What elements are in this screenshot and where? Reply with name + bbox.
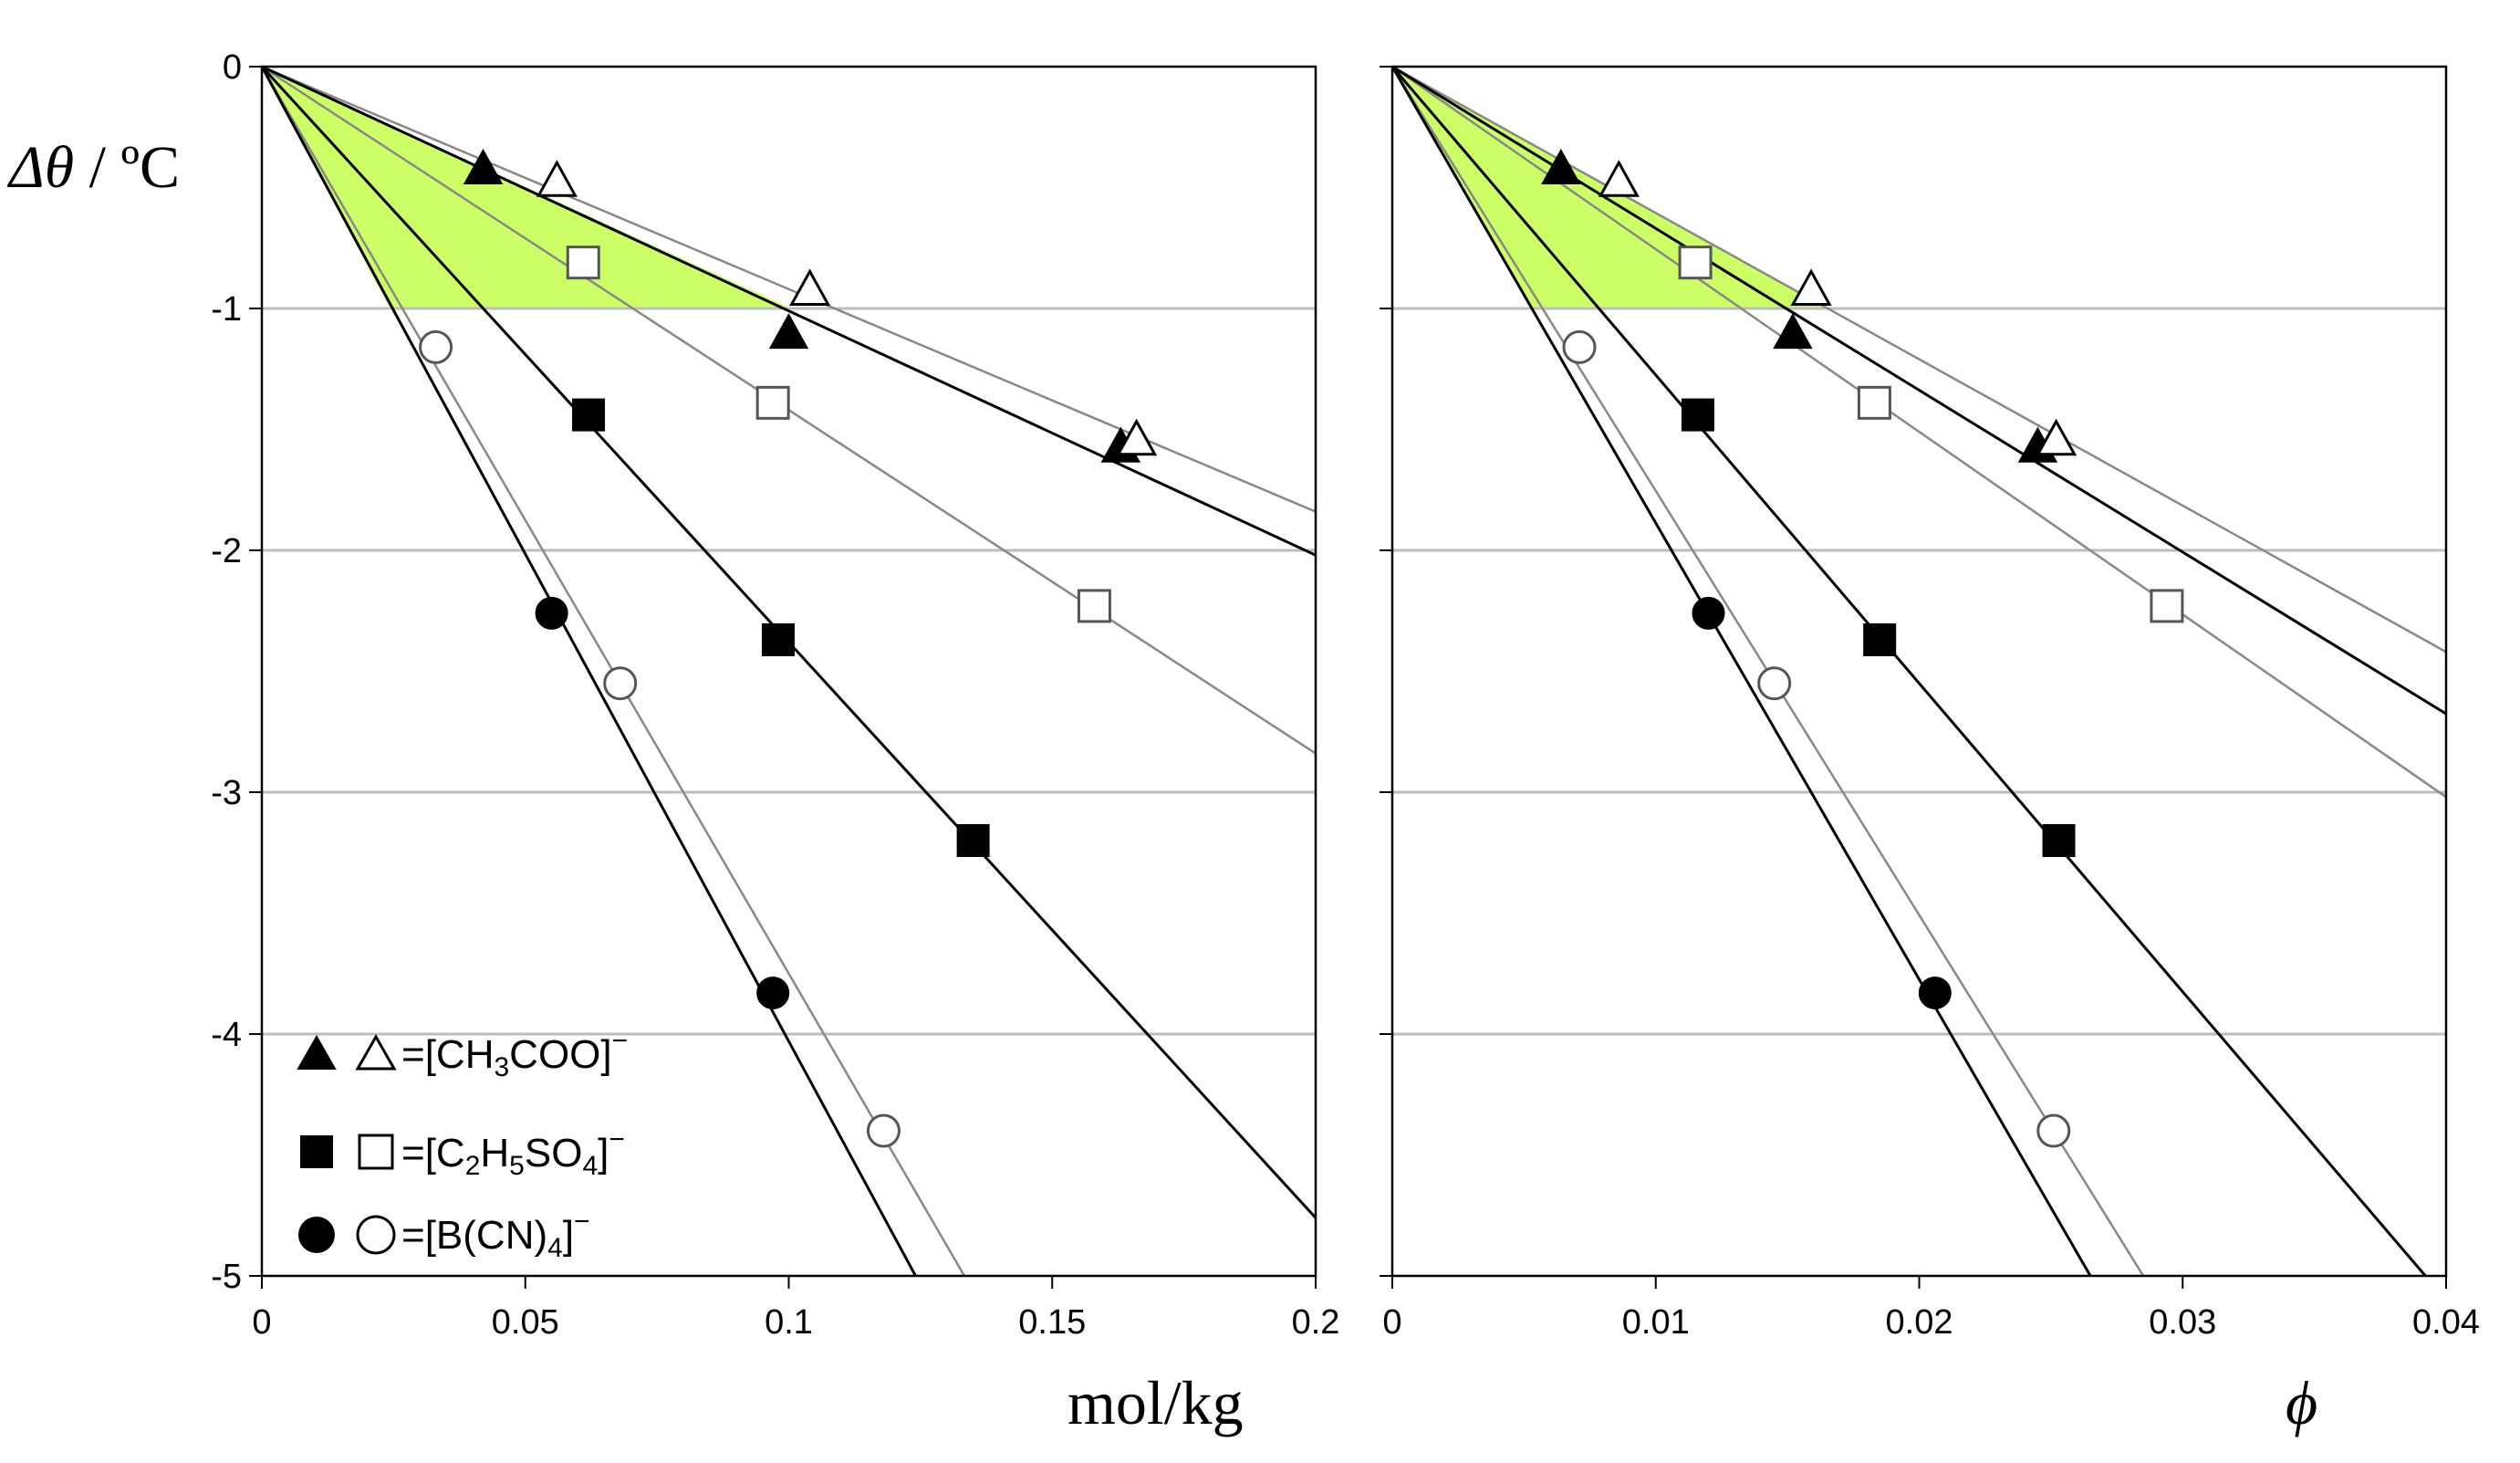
legend-open-square-icon [358,1134,394,1170]
legend-filled-circle-icon [298,1217,335,1253]
x-tick-label-right-0: 0 [1382,1303,1401,1342]
y-tick-label-5: -5 [211,1258,242,1296]
plot-frame-left [260,65,1317,1278]
point-right-circle-open-2 [2036,1113,2071,1148]
x-axis-label-left: mol/kg [1067,1368,1244,1437]
point-left-square-open-0 [566,246,600,280]
point-right-square-filled-2 [2042,824,2076,857]
x-tick-label-left-0: 0 [252,1303,271,1342]
point-left-circle-filled-1 [756,976,790,1009]
y-axis-symbol: Δθ [6,134,74,201]
x-tick-label-left-2: 0.1 [765,1303,813,1342]
right-panel: 0 0.01 0.02 0.03 0.04 [1380,65,2480,1342]
point-right-circle-filled-0 [1692,596,1725,630]
y-tick-label-0: 0 [223,48,242,87]
y-tick-label-2: -2 [211,532,242,570]
point-left-square-open-2 [1077,589,1111,623]
y-tick-label-4: -4 [211,1016,242,1054]
legend-label-ethylsulfate: =[C2H5SO4]− [401,1124,625,1181]
point-left-circle-open-0 [419,329,453,364]
point-left-circle-open-1 [603,666,638,701]
left-panel: 0 -1 -2 -3 -4 -5 0 0.05 0.1 0.15 0.2 [211,48,1339,1342]
point-left-triangle-filled-1 [768,313,809,350]
point-left-square-filled-1 [761,623,795,657]
point-right-triangle-open-2 [2036,418,2077,456]
legend-entry-ethylsulfate: =[C2H5SO4]− [300,1124,625,1181]
legend-label-tetracyanoborate: =[B(CN)4]− [401,1207,590,1263]
point-left-triangle-open-1 [789,268,831,306]
x-tick-label-left-1: 0.05 [492,1303,559,1342]
x-tick-label-right-2: 0.02 [1886,1303,1953,1342]
point-right-triangle-filled-1 [1773,313,1813,350]
point-left-triangle-open-2 [1116,418,1158,456]
x-tick-label-right-4: 0.04 [2412,1303,2480,1342]
point-left-square-filled-0 [572,398,606,432]
point-right-square-open-0 [1678,246,1713,280]
legend-entry-acetate: =[CH3COO]− [297,1026,628,1082]
legend-label-acetate: =[CH3COO]− [401,1026,628,1082]
y-tick-label-1: -1 [211,290,242,329]
point-left-circle-open-2 [866,1113,901,1148]
x-tick-label-right-1: 0.01 [1622,1303,1690,1342]
point-left-circle-filled-0 [535,596,568,630]
fit-line-right-3 [1391,65,2447,799]
x-tick-label-left-4: 0.2 [1292,1303,1340,1342]
x-axis-label-right: ϕ [2286,1368,2317,1437]
x-tick-label-left-3: 0.15 [1018,1303,1086,1342]
legend-open-triangle-icon [355,1033,397,1071]
point-left-square-filled-2 [956,824,990,857]
point-right-square-filled-0 [1681,398,1714,432]
point-right-triangle-open-1 [1790,268,1832,306]
fit-line-left-0 [261,65,1317,557]
legend: =[CH3COO]− =[C2H5SO4]− =[B(CN)4]− [297,1026,628,1263]
y-axis-label: Δθ / ºC [6,134,180,201]
point-left-square-open-1 [755,385,790,420]
point-right-circle-filled-1 [1918,976,1952,1009]
point-right-square-open-2 [2150,589,2184,623]
point-right-triangle-open-0 [1598,160,1640,197]
point-right-square-filled-1 [1863,623,1897,657]
point-left-triangle-filled-0 [463,148,504,184]
point-right-circle-open-1 [1757,666,1792,701]
fit-line-left-4 [260,66,917,1277]
point-left-triangle-open-0 [536,160,578,197]
fit-line-right-4 [1390,66,2092,1277]
plot-frame-right [1390,65,2448,1278]
point-right-circle-open-0 [1562,329,1597,364]
legend-filled-square-icon [300,1135,333,1168]
y-axis-unit: / ºC [74,134,180,201]
legend-open-circle-icon [356,1215,396,1255]
y-tick-label-3: -3 [211,774,242,812]
fit-line-right-2 [1390,66,2427,1277]
legend-filled-triangle-icon [297,1034,337,1070]
x-tick-label-right-3: 0.03 [2149,1303,2216,1342]
legend-entry-tetracyanoborate: =[B(CN)4]− [298,1207,590,1263]
point-right-triangle-filled-0 [1541,148,1581,184]
point-right-square-open-1 [1857,385,1891,420]
